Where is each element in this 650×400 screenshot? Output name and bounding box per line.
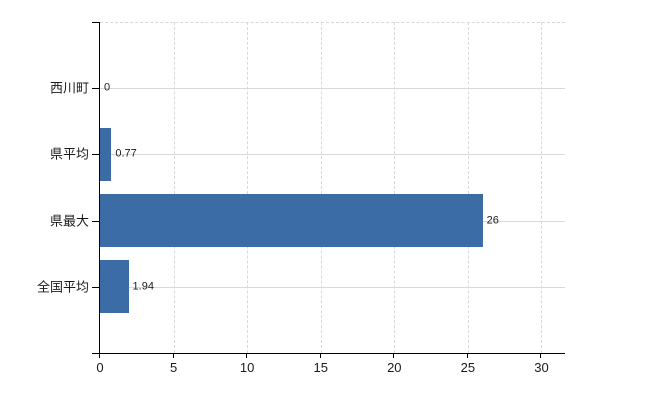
grid-line-vertical — [541, 22, 543, 353]
y-axis-line — [99, 22, 100, 358]
grid-line-vertical — [394, 22, 396, 353]
bar-value-label: 0.77 — [115, 147, 137, 160]
x-axis-tick-label: 25 — [460, 360, 476, 375]
bar-value-label: 0 — [104, 81, 111, 94]
y-axis-tick — [92, 286, 99, 288]
x-axis-tick — [172, 354, 174, 358]
x-axis-tick-label: 10 — [239, 360, 255, 375]
x-axis-tick-label: 0 — [96, 360, 104, 375]
grid-line-vertical — [320, 22, 322, 353]
bar-value-label: 1.94 — [132, 280, 154, 293]
grid-line-vertical — [467, 22, 469, 353]
x-axis-tick — [393, 354, 395, 358]
x-axis-tick — [319, 354, 321, 358]
x-axis-tick — [540, 354, 542, 358]
bar-value-label: 26 — [486, 214, 499, 227]
bar — [100, 194, 483, 248]
x-axis-line — [92, 353, 565, 354]
x-axis-tick — [246, 354, 248, 358]
x-axis-tick-label: 30 — [534, 360, 549, 375]
y-axis-category-label: 全国平均 — [36, 279, 89, 295]
grid-line-horizontal — [100, 286, 565, 288]
grid-line-horizontal — [100, 88, 565, 90]
grid-line-vertical — [247, 22, 249, 353]
y-axis-tick — [92, 220, 99, 222]
x-axis-tick-label: 5 — [169, 360, 178, 375]
grid-line-horizontal — [100, 154, 565, 156]
x-axis-tick-label: 20 — [387, 360, 402, 375]
bar — [100, 260, 129, 314]
y-axis-tick — [92, 22, 99, 23]
y-axis-tick — [92, 88, 99, 90]
y-axis-category-label: 県平均 — [49, 146, 89, 162]
bar — [100, 127, 112, 181]
y-axis-tick — [92, 353, 99, 354]
x-axis-tick — [99, 354, 100, 358]
grid-line-top — [100, 22, 565, 23]
y-axis-tick — [92, 154, 99, 156]
y-axis-category-label: 西川町 — [49, 80, 89, 96]
x-axis-tick — [466, 354, 468, 358]
x-axis-tick-label: 15 — [313, 360, 328, 375]
grid-line-vertical — [173, 22, 175, 353]
y-axis-category-label: 県最大 — [49, 213, 89, 229]
